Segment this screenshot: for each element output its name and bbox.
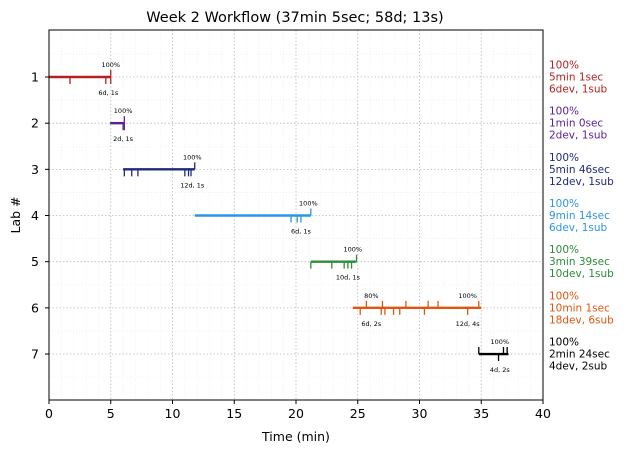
y-tick-label: 7	[31, 347, 39, 362]
lab-5-timeline: 100% 10d, 1s	[310, 246, 363, 282]
lab-4-timeline: 100% 6d, 1s	[194, 200, 318, 236]
chart-title: Week 2 Workflow (37min 5sec; 58d; 13s)	[146, 10, 443, 26]
count-label: 6d, 2s	[361, 320, 382, 328]
summary-line: 100%	[549, 244, 579, 256]
summary-line: 100%	[549, 198, 579, 210]
lab-7-timeline: 100% 4d, 2s	[478, 338, 511, 374]
summary-line: 12dev, 1sub	[549, 176, 614, 188]
progress-label: 80%	[364, 292, 378, 300]
x-tick-label: 35	[473, 406, 489, 421]
x-tick-label: 5	[107, 406, 115, 421]
lab-1-timeline: 100% 6d, 1s	[49, 61, 120, 97]
count-label: 10d, 1s	[336, 274, 361, 282]
summary-line: 100%	[549, 152, 579, 164]
count-label: 12d, 1s	[180, 181, 205, 189]
summary-line: 100%	[549, 60, 579, 72]
x-tick-label: 15	[226, 406, 242, 421]
count-label: 4d, 2s	[490, 366, 511, 374]
summary-line: 5min 1sec	[549, 72, 603, 84]
lab-6-timeline: 80% 100% 6d, 2s 12d, 4s	[352, 292, 482, 328]
summary-line: 3min 39sec	[549, 256, 610, 268]
progress-label: 100%	[458, 292, 477, 300]
x-tick-label: 25	[350, 406, 366, 421]
x-tick-label: 30	[412, 406, 428, 421]
x-tick-label: 40	[535, 406, 551, 421]
y-tick-label: 1	[31, 70, 39, 85]
summary-line: 6dev, 1sub	[549, 222, 608, 234]
progress-label: 100%	[183, 153, 202, 161]
summary-line: 10min 1sec	[549, 302, 610, 314]
lab-3-timeline: 100% 12d, 1s	[123, 153, 205, 189]
x-tick-label: 20	[288, 406, 304, 421]
y-axis-label: Lab #	[8, 196, 23, 233]
x-tick-label: 10	[165, 406, 181, 421]
progress-label: 100%	[490, 338, 509, 346]
summary-line: 100%	[549, 290, 579, 302]
summary-line: 10dev, 1sub	[549, 268, 614, 280]
x-tick-label: 0	[45, 406, 53, 421]
summary-line: 9min 14sec	[549, 210, 610, 222]
y-tick-label: 4	[31, 208, 39, 223]
summary-line: 4dev, 2sub	[549, 361, 608, 373]
count-label: 6d, 1s	[98, 89, 119, 97]
lab-2-timeline: 100% 2d, 1s	[110, 107, 134, 143]
y-tick-label: 6	[31, 300, 39, 315]
summary-line: 1min 0sec	[549, 118, 603, 130]
summary-line: 100%	[549, 337, 579, 349]
summary-line: 18dev, 6sub	[549, 314, 614, 326]
count-label: 12d, 4s	[456, 320, 481, 328]
progress-label: 100%	[101, 61, 120, 69]
count-label: 6d, 1s	[291, 228, 312, 236]
y-tick-label: 5	[31, 254, 39, 269]
x-axis-label: Time (min)	[261, 429, 330, 444]
y-tick-label: 3	[31, 162, 39, 177]
y-tick-label: 2	[31, 116, 39, 131]
summary-line: 5min 46sec	[549, 164, 610, 176]
summary-line: 2dev, 1sub	[549, 130, 608, 142]
summary-line: 100%	[549, 106, 579, 118]
count-label: 2d, 1s	[113, 135, 134, 143]
progress-label: 100%	[344, 246, 363, 254]
summary-line: 6dev, 1sub	[549, 84, 608, 96]
progress-label: 100%	[299, 200, 318, 208]
progress-label: 100%	[114, 107, 133, 115]
summary-line: 2min 24sec	[549, 349, 610, 361]
